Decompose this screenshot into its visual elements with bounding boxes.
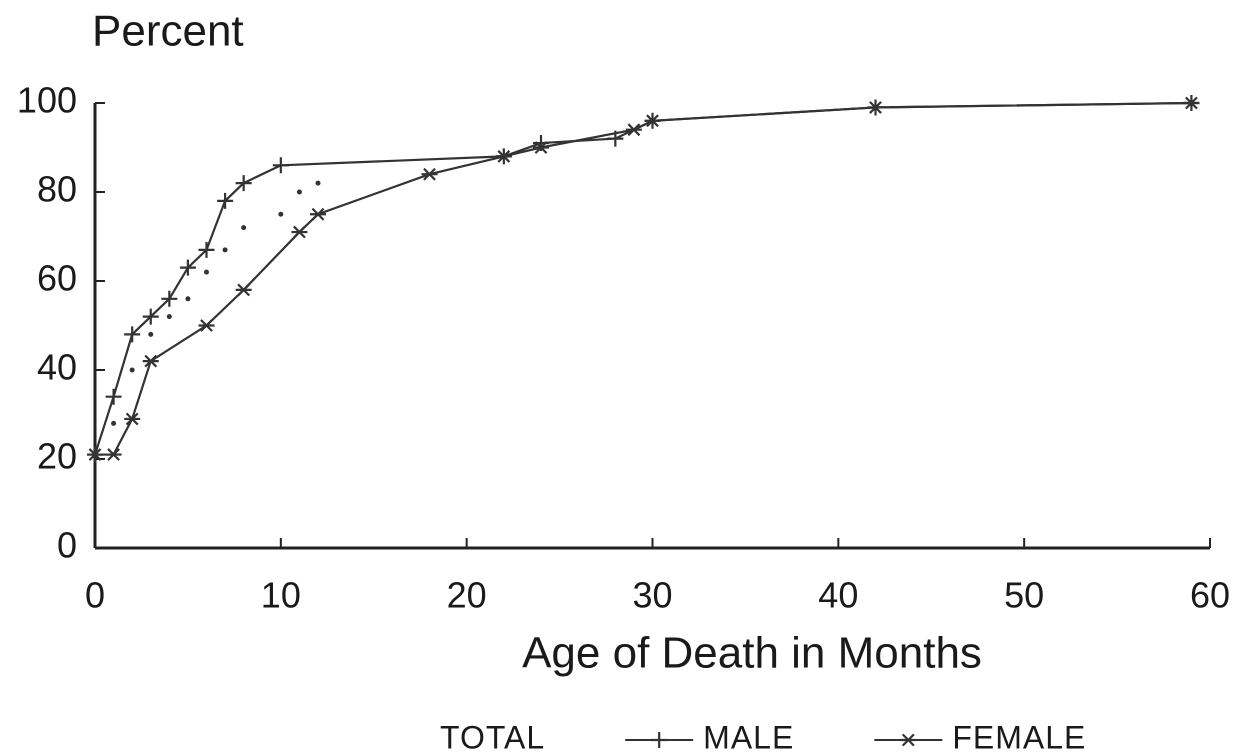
- legend-marker: [900, 733, 917, 747]
- data-point: [124, 326, 141, 343]
- data-point: [278, 211, 284, 217]
- legend-label: MALE: [703, 719, 794, 755]
- data-point: [148, 331, 154, 337]
- data-point: [142, 308, 159, 325]
- y-tick-label: 40: [37, 347, 77, 388]
- data-point: [87, 448, 103, 461]
- data-point: [179, 259, 196, 276]
- data-point: [272, 157, 289, 174]
- x-tick-label: 0: [85, 575, 105, 616]
- data-point: [241, 225, 247, 231]
- y-tick-label: 0: [57, 525, 77, 566]
- data-point: [105, 388, 122, 405]
- data-point: [198, 319, 215, 332]
- data-point: [166, 314, 172, 320]
- data-point: [217, 192, 234, 209]
- data-point: [625, 123, 642, 137]
- x-tick-label: 20: [447, 575, 487, 616]
- data-point: [204, 269, 209, 275]
- y-tick-label: 100: [17, 80, 77, 121]
- data-point: [105, 448, 122, 461]
- legend-label: FEMALE: [952, 719, 1086, 755]
- data-point: [198, 241, 215, 258]
- data-point: [235, 175, 252, 192]
- data-point: [310, 207, 326, 221]
- data-point: [644, 114, 661, 128]
- x-tick-label: 60: [1190, 575, 1230, 616]
- data-point: [315, 180, 321, 186]
- series-line: [95, 101, 1192, 456]
- data-point: [111, 420, 117, 426]
- x-tick-label: 40: [818, 575, 858, 616]
- y-tick-label: 80: [37, 169, 77, 210]
- data-point: [222, 247, 228, 253]
- data-point: [533, 141, 549, 154]
- x-axis-label: Age of Death in Months: [522, 629, 982, 678]
- x-tick-label: 10: [261, 575, 301, 616]
- data-point: [235, 283, 252, 297]
- legend-label: TOTAL: [440, 719, 545, 755]
- y-tick-label: 60: [37, 258, 77, 299]
- x-tick-label: 30: [632, 575, 672, 616]
- data-point: [161, 290, 178, 307]
- data-point: [124, 412, 141, 426]
- series-line: [93, 101, 1192, 455]
- data-point: [296, 189, 302, 195]
- x-tick-label: 50: [1004, 575, 1044, 616]
- data-point: [185, 296, 191, 302]
- y-axis-label: Percent: [92, 7, 244, 56]
- data-point: [291, 225, 308, 239]
- data-point: [142, 354, 159, 368]
- data-point: [1183, 96, 1200, 110]
- data-point: [129, 367, 135, 373]
- data-point: [495, 150, 512, 163]
- y-tick-label: 20: [37, 436, 77, 477]
- data-point: [421, 167, 438, 181]
- legend-marker: [651, 732, 668, 748]
- data-point: [867, 101, 884, 114]
